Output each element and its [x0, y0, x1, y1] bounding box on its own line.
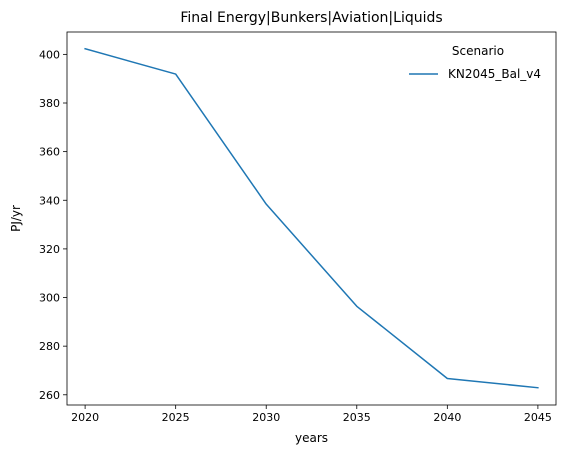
x-tick-label: 2025: [162, 411, 190, 424]
y-tick-label: 260: [39, 389, 60, 402]
x-axis-label: years: [295, 431, 328, 445]
y-tick-label: 360: [39, 146, 60, 159]
y-tick-label: 300: [39, 292, 60, 305]
x-axis-ticks: 2020 2025 2030 2035 2040 2045: [71, 405, 552, 424]
legend: Scenario KN2045_Bal_v4: [409, 44, 541, 81]
legend-title: Scenario: [452, 44, 504, 58]
y-axis-label: PJ/yr: [9, 205, 23, 232]
series-line: [84, 47, 539, 389]
x-tick-label: 2020: [71, 411, 99, 424]
x-tick-label: 2035: [343, 411, 371, 424]
legend-entry-label: KN2045_Bal_v4: [448, 67, 541, 81]
y-tick-label: 320: [39, 243, 60, 256]
y-tick-label: 380: [39, 97, 60, 110]
y-tick-label: 400: [39, 48, 60, 61]
plot-frame: [66, 31, 557, 406]
chart-title: Final Energy|Bunkers|Aviation|Liquids: [180, 10, 442, 26]
plot-series: [84, 47, 539, 389]
y-tick-label: 280: [39, 340, 60, 353]
x-tick-label: 2040: [433, 411, 461, 424]
x-tick-label: 2030: [252, 411, 280, 424]
y-tick-label: 340: [39, 194, 60, 207]
x-tick-label: 2045: [524, 411, 552, 424]
y-axis-ticks: 260 280 300 320 340 360 380 400: [39, 48, 67, 402]
